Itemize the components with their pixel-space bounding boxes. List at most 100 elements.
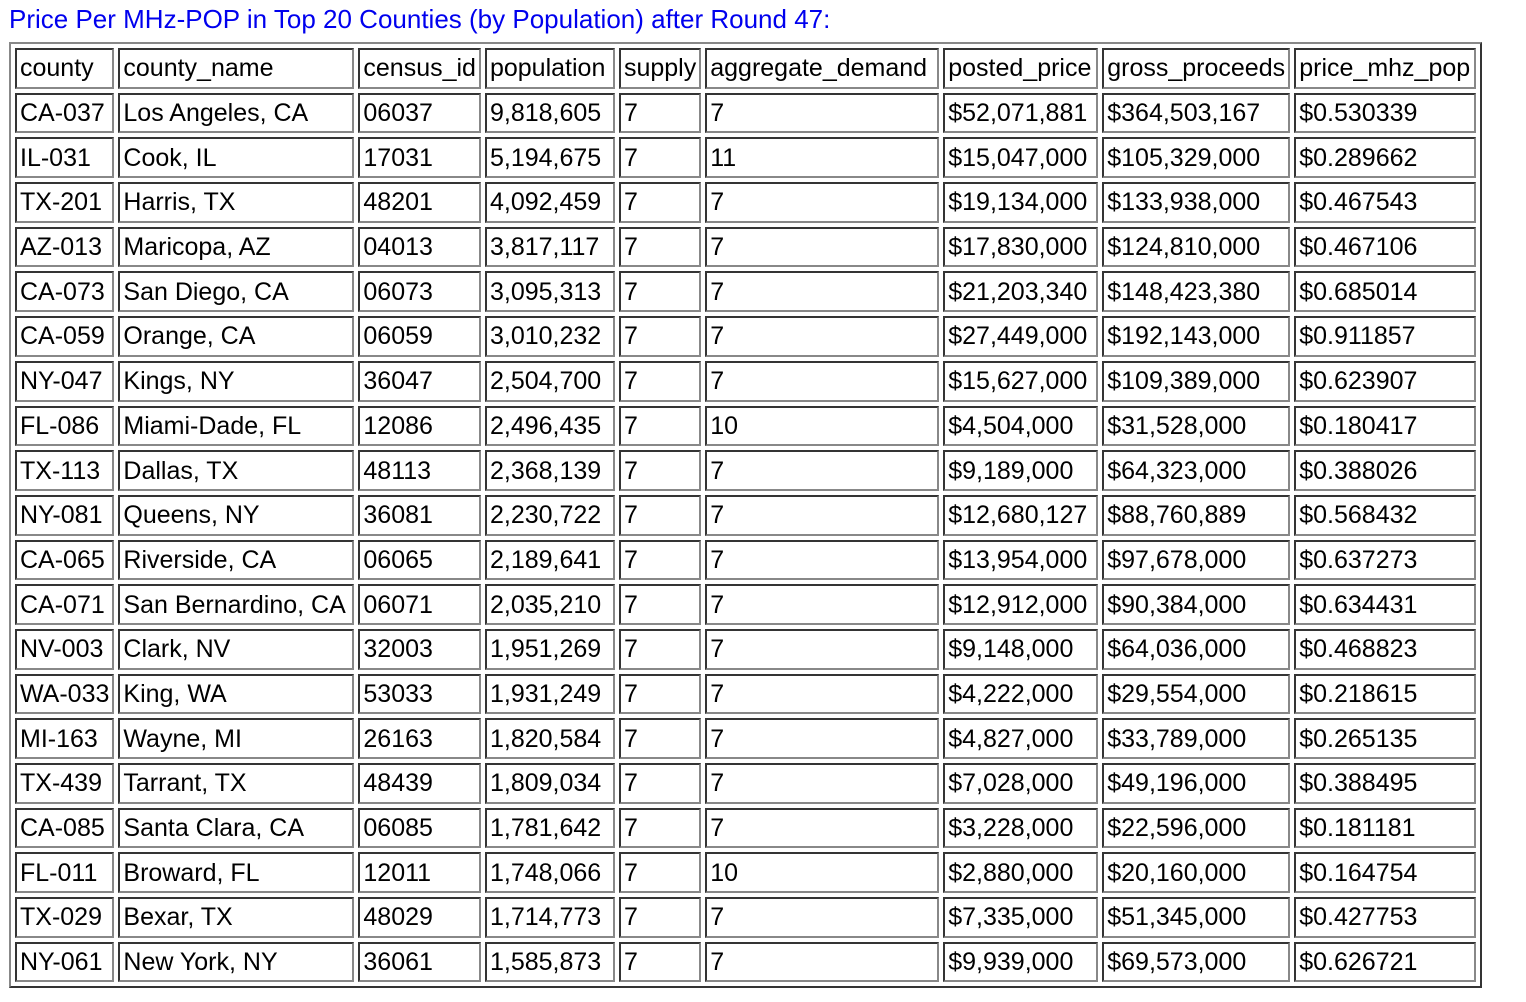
cell-population: 2,230,722 [484,494,615,536]
cell-county: TX-201 [15,182,115,223]
cell-aggregate-demand: 7 [705,897,940,938]
cell-supply: 7 [618,763,702,804]
cell-population: 1,781,642 [484,807,615,849]
cell-gross-proceeds: $20,160,000 [1102,852,1291,894]
cell-census-id: 17031 [358,137,481,179]
cell-posted-price: $12,680,127 [943,494,1099,536]
cell-county-name: Harris, TX [118,182,355,223]
cell-aggregate-demand: 7 [705,628,940,670]
table-row: TX-029 Bexar, TX 48029 1,714,773 7 7 $7,335,00… [15,897,1477,938]
cell-supply: 7 [618,405,702,447]
cell-aggregate-demand: 10 [705,405,940,447]
cell-price-mhz-pop: $0.626721 [1294,941,1477,983]
cell-population: 2,496,435 [484,405,615,447]
cell-census-id: 06065 [358,539,481,581]
cell-census-id: 53033 [358,673,481,715]
cell-population: 2,504,700 [484,360,615,402]
cell-population: 5,194,675 [484,137,615,179]
cell-county-name: New York, NY [118,941,355,983]
cell-gross-proceeds: $148,423,380 [1102,271,1291,313]
cell-aggregate-demand: 7 [705,182,940,223]
cell-posted-price: $21,203,340 [943,271,1099,313]
cell-gross-proceeds: $192,143,000 [1102,316,1291,357]
cell-price-mhz-pop: $0.181181 [1294,807,1477,849]
cell-posted-price: $27,449,000 [943,316,1099,357]
cell-aggregate-demand: 10 [705,852,940,894]
cell-supply: 7 [618,92,702,134]
cell-census-id: 36061 [358,941,481,983]
cell-posted-price: $7,028,000 [943,763,1099,804]
cell-population: 4,092,459 [484,182,615,223]
cell-supply: 7 [618,316,702,357]
cell-census-id: 32003 [358,628,481,670]
cell-supply: 7 [618,494,702,536]
cell-gross-proceeds: $49,196,000 [1102,763,1291,804]
cell-county: CA-059 [15,316,115,357]
cell-population: 2,035,210 [484,584,615,625]
cell-gross-proceeds: $124,810,000 [1102,226,1291,268]
table-row: CA-065 Riverside, CA 06065 2,189,641 7 7 $13,9… [15,539,1477,581]
cell-supply: 7 [618,182,702,223]
cell-population: 1,931,249 [484,673,615,715]
cell-aggregate-demand: 7 [705,807,940,849]
cell-county-name: Riverside, CA [118,539,355,581]
column-header-aggregate-demand: aggregate_demand [705,48,940,89]
cell-aggregate-demand: 7 [705,584,940,625]
table-row: WA-033 King, WA 53033 1,931,249 7 7 $4,222,000… [15,673,1477,715]
cell-population: 1,748,066 [484,852,615,894]
cell-county-name: Santa Clara, CA [118,807,355,849]
cell-county: NV-003 [15,628,115,670]
cell-gross-proceeds: $133,938,000 [1102,182,1291,223]
table-row: NY-047 Kings, NY 36047 2,504,700 7 7 $15,627,0… [15,360,1477,402]
cell-population: 3,095,313 [484,271,615,313]
cell-county: IL-031 [15,137,115,179]
cell-supply: 7 [618,360,702,402]
cell-price-mhz-pop: $0.530339 [1294,92,1477,134]
table-row: NY-061 New York, NY 36061 1,585,873 7 7 $9,939… [15,941,1477,983]
cell-aggregate-demand: 7 [705,941,940,983]
cell-price-mhz-pop: $0.634431 [1294,584,1477,625]
cell-supply: 7 [618,271,702,313]
cell-county-name: Dallas, TX [118,450,355,491]
cell-census-id: 36081 [358,494,481,536]
cell-price-mhz-pop: $0.388495 [1294,763,1477,804]
cell-posted-price: $9,189,000 [943,450,1099,491]
cell-county: NY-081 [15,494,115,536]
cell-population: 9,818,605 [484,92,615,134]
column-header-county-name: county_name [118,48,355,89]
table-row: TX-201 Harris, TX 48201 4,092,459 7 7 $19,134,… [15,182,1477,223]
cell-population: 2,189,641 [484,539,615,581]
header-row: county county_name census_id population supp… [15,48,1477,89]
cell-supply: 7 [618,539,702,581]
cell-supply: 7 [618,807,702,849]
cell-aggregate-demand: 7 [705,226,940,268]
cell-county-name: Wayne, MI [118,718,355,759]
cell-census-id: 48113 [358,450,481,491]
table-row: NY-081 Queens, NY 36081 2,230,722 7 7 $12,680,… [15,494,1477,536]
cell-gross-proceeds: $90,384,000 [1102,584,1291,625]
cell-posted-price: $15,047,000 [943,137,1099,179]
cell-county: FL-086 [15,405,115,447]
cell-gross-proceeds: $51,345,000 [1102,897,1291,938]
cell-county: TX-029 [15,897,115,938]
cell-price-mhz-pop: $0.467543 [1294,182,1477,223]
cell-price-mhz-pop: $0.164754 [1294,852,1477,894]
cell-posted-price: $4,222,000 [943,673,1099,715]
cell-county: NY-061 [15,941,115,983]
cell-supply: 7 [618,941,702,983]
table-row: CA-085 Santa Clara, CA 06085 1,781,642 7 7 $3,… [15,807,1477,849]
table-row: FL-086 Miami-Dade, FL 12086 2,496,435 7 10 $4,… [15,405,1477,447]
cell-county: MI-163 [15,718,115,759]
cell-county: CA-065 [15,539,115,581]
cell-gross-proceeds: $364,503,167 [1102,92,1291,134]
cell-census-id: 06071 [358,584,481,625]
cell-population: 1,809,034 [484,763,615,804]
cell-supply: 7 [618,897,702,938]
column-header-population: population [484,48,615,89]
cell-county: TX-439 [15,763,115,804]
cell-price-mhz-pop: $0.468823 [1294,628,1477,670]
cell-gross-proceeds: $33,789,000 [1102,718,1291,759]
cell-census-id: 06085 [358,807,481,849]
cell-county-name: Clark, NV [118,628,355,670]
cell-price-mhz-pop: $0.180417 [1294,405,1477,447]
